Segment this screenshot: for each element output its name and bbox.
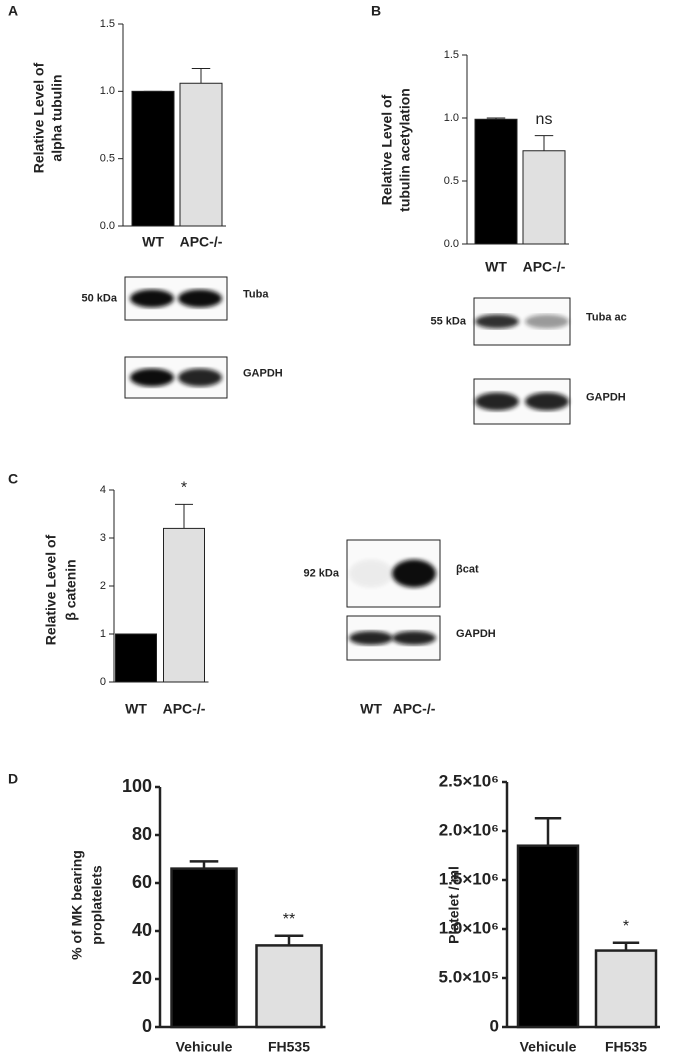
blot-size-label: 92 kDa — [304, 567, 340, 579]
blot-band — [525, 392, 569, 411]
y-tick-label: 2 — [100, 580, 106, 592]
y-axis-label: proplatelets — [89, 865, 105, 945]
y-axis-label: alpha tubulin — [49, 74, 65, 161]
significance-label: * — [181, 480, 187, 497]
x-tick-label: Vehicule — [520, 1039, 577, 1055]
blot-band — [392, 559, 436, 588]
blot-protein-label: Tuba — [243, 288, 269, 300]
error-bar — [274, 934, 304, 946]
error-bar — [486, 117, 506, 120]
blot-size-label: 55 kDa — [431, 315, 467, 327]
blot-protein-label: βcat — [456, 563, 479, 575]
bar — [115, 633, 157, 683]
error-bar — [612, 941, 640, 951]
blot-lane-label: WT — [360, 701, 382, 717]
y-tick-label: 80 — [132, 824, 152, 844]
significance-label: ns — [536, 111, 553, 128]
blot-protein-label: GAPDH — [456, 628, 496, 640]
y-axis-label: Relative Level of — [379, 94, 395, 205]
y-axis-label: β catenin — [63, 559, 79, 620]
y-tick-label: 0 — [142, 1016, 152, 1036]
blot-band — [525, 314, 569, 329]
blot-band — [392, 631, 436, 645]
error-bar — [189, 860, 219, 869]
bar — [474, 118, 518, 245]
blot-protein-label: Tuba ac — [586, 311, 627, 323]
blot-band — [130, 289, 174, 308]
error-bar — [174, 503, 194, 529]
y-tick-label: 100 — [122, 776, 152, 796]
blot-band — [130, 368, 174, 387]
significance-label: * — [623, 918, 629, 935]
bar — [522, 150, 566, 245]
y-tick-label: 0.5 — [100, 153, 115, 165]
blot-band — [178, 289, 222, 308]
y-tick-label: 1.0 — [444, 112, 459, 124]
y-tick-label: 0 — [490, 1016, 499, 1035]
x-tick-label: APC-/- — [180, 234, 223, 250]
x-tick-label: WT — [485, 259, 507, 275]
bar — [170, 867, 238, 1029]
significance-label: ** — [283, 911, 295, 928]
y-axis-label: Relative Level of — [31, 62, 47, 173]
bar — [516, 844, 580, 1029]
y-tick-label: 3 — [100, 532, 106, 544]
error-bar — [191, 67, 211, 84]
panel-letter: C — [8, 471, 18, 487]
bar — [131, 90, 175, 227]
blot-band — [475, 392, 519, 411]
bar — [179, 82, 223, 227]
blot-band — [475, 314, 519, 329]
x-tick-label: Vehicule — [176, 1039, 233, 1055]
y-tick-label: 0.0 — [100, 220, 115, 232]
y-tick-label: 2.0×10⁶ — [439, 820, 499, 839]
y-tick-label: 60 — [132, 872, 152, 892]
x-tick-label: APC-/- — [523, 259, 566, 275]
bar — [163, 527, 205, 683]
y-tick-label: 1.0×10⁶ — [439, 918, 499, 937]
panel-letter: D — [8, 771, 18, 787]
blot-band — [178, 368, 222, 387]
y-axis-label: Relative Level of — [43, 534, 59, 645]
y-tick-label: 1.5×10⁶ — [439, 869, 499, 888]
x-tick-label: WT — [125, 701, 147, 717]
error-bar — [534, 135, 554, 151]
y-axis-label: tubulin acetylation — [397, 88, 413, 212]
y-axis-label: Platelet / ml — [446, 866, 462, 944]
panel-letter: A — [8, 3, 18, 19]
y-tick-label: 0.5 — [444, 175, 459, 187]
y-tick-label: 1.0 — [100, 85, 115, 97]
y-tick-label: 0 — [100, 676, 106, 688]
y-tick-label: 2.5×10⁶ — [439, 771, 499, 790]
bar — [594, 949, 658, 1029]
y-tick-label: 4 — [100, 484, 106, 496]
blot-band — [349, 559, 393, 588]
panel-letter: B — [371, 3, 381, 19]
y-tick-label: 1 — [100, 628, 106, 640]
y-tick-label: 0.0 — [444, 238, 459, 250]
y-axis-label: % of MK bearing — [69, 850, 85, 960]
y-tick-label: 1.5 — [100, 18, 115, 30]
y-tick-label: 20 — [132, 968, 152, 988]
blot-protein-label: GAPDH — [243, 367, 283, 379]
blot-protein-label: GAPDH — [586, 391, 626, 403]
x-tick-label: WT — [142, 234, 164, 250]
blot-size-label: 50 kDa — [82, 292, 118, 304]
x-tick-label: FH535 — [268, 1039, 310, 1055]
bar — [255, 944, 323, 1029]
error-bar — [534, 817, 562, 846]
blot-lane-label: APC-/- — [393, 701, 436, 717]
x-tick-label: APC-/- — [163, 701, 206, 717]
x-tick-label: FH535 — [605, 1039, 647, 1055]
blot-band — [349, 631, 393, 645]
y-tick-label: 40 — [132, 920, 152, 940]
y-tick-label: 1.5 — [444, 49, 459, 61]
y-tick-label: 5.0×10⁵ — [439, 967, 499, 986]
